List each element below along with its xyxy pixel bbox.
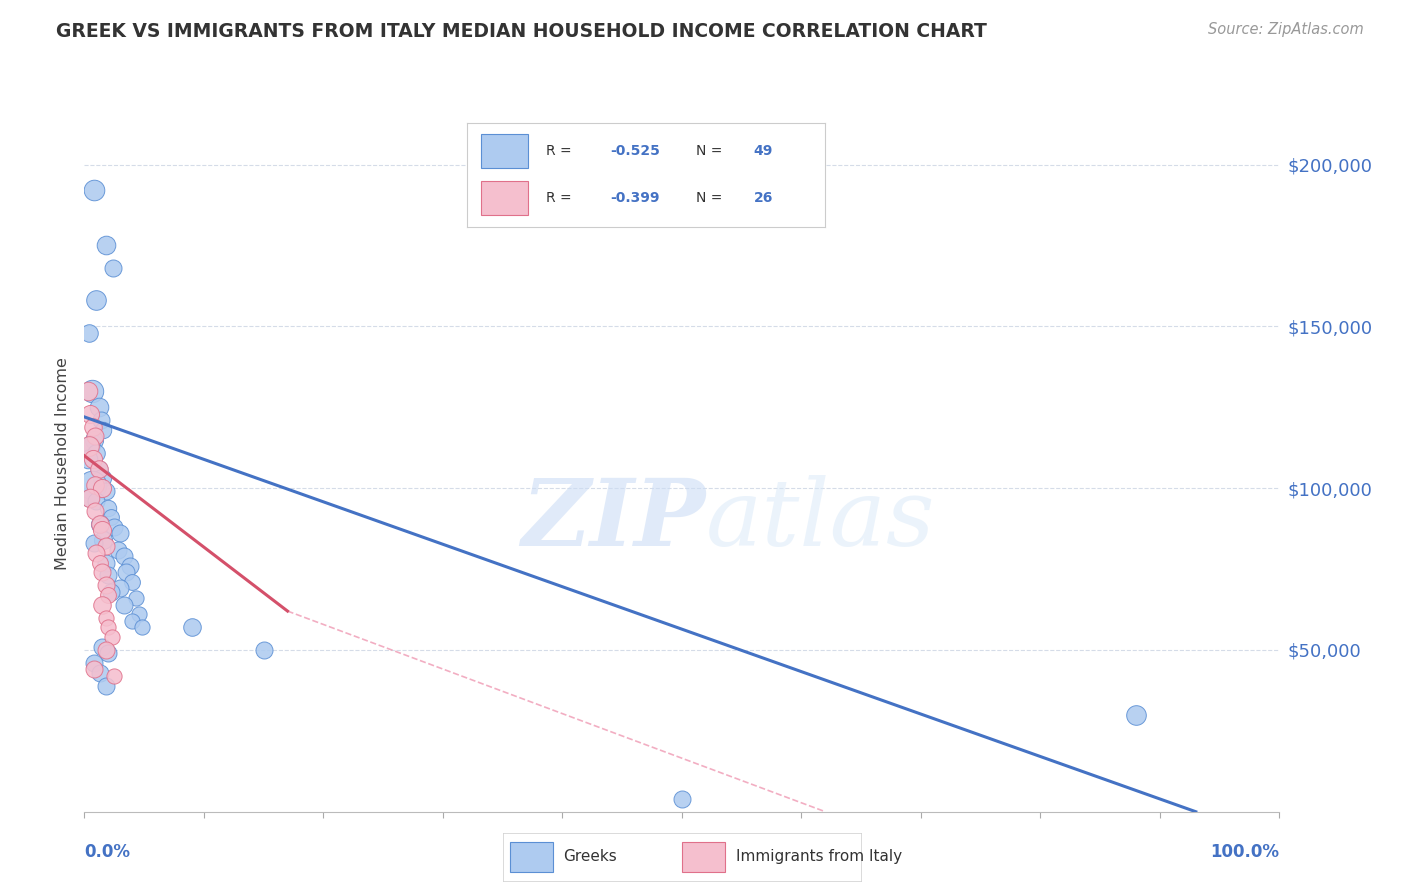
- Point: [91, 640, 114, 654]
- Point: [79, 439, 101, 453]
- Point: [97, 500, 120, 515]
- Point: [1125, 707, 1147, 722]
- Text: 100.0%: 100.0%: [1211, 843, 1279, 861]
- Point: [93, 423, 115, 437]
- Point: [128, 607, 150, 622]
- Point: [86, 546, 108, 560]
- Point: [180, 620, 202, 634]
- Point: [121, 614, 143, 628]
- Point: [101, 630, 124, 644]
- Point: [82, 419, 104, 434]
- Point: [77, 439, 100, 453]
- Point: [94, 610, 117, 624]
- Point: [107, 542, 129, 557]
- Point: [91, 598, 114, 612]
- Point: [115, 566, 138, 580]
- Point: [94, 540, 117, 554]
- Text: atlas: atlas: [706, 475, 935, 565]
- Point: [91, 523, 114, 537]
- Point: [253, 643, 276, 657]
- Point: [79, 407, 101, 421]
- Point: [90, 413, 112, 427]
- Text: Source: ZipAtlas.com: Source: ZipAtlas.com: [1208, 22, 1364, 37]
- Point: [84, 429, 107, 443]
- Point: [89, 516, 111, 531]
- Point: [79, 491, 101, 505]
- Point: [94, 556, 117, 570]
- Point: [77, 452, 100, 467]
- Point: [97, 568, 120, 582]
- Text: ZIP: ZIP: [522, 475, 706, 565]
- Point: [91, 471, 114, 485]
- Point: [91, 481, 114, 495]
- Text: GREEK VS IMMIGRANTS FROM ITALY MEDIAN HOUSEHOLD INCOME CORRELATION CHART: GREEK VS IMMIGRANTS FROM ITALY MEDIAN HO…: [56, 22, 987, 41]
- Point: [83, 183, 105, 197]
- Point: [93, 533, 115, 547]
- Point: [79, 491, 101, 505]
- Point: [125, 591, 148, 606]
- Point: [89, 556, 111, 570]
- Point: [77, 384, 100, 398]
- Point: [97, 646, 120, 660]
- Point: [86, 494, 108, 508]
- Point: [86, 445, 108, 459]
- Point: [77, 326, 100, 340]
- Point: [87, 461, 110, 475]
- Point: [103, 669, 125, 683]
- Point: [97, 588, 120, 602]
- Point: [101, 261, 124, 276]
- Point: [91, 566, 114, 580]
- Point: [112, 549, 135, 563]
- Y-axis label: Median Household Income: Median Household Income: [55, 358, 70, 570]
- Point: [87, 401, 110, 415]
- Point: [100, 584, 122, 599]
- Point: [671, 791, 693, 805]
- Point: [94, 578, 117, 592]
- Point: [94, 238, 117, 252]
- Point: [84, 478, 107, 492]
- Point: [94, 484, 117, 499]
- Point: [83, 536, 105, 550]
- Point: [83, 433, 105, 447]
- Point: [80, 478, 103, 492]
- Point: [89, 665, 111, 680]
- Point: [110, 582, 132, 596]
- Point: [100, 510, 122, 524]
- Point: [110, 526, 132, 541]
- Point: [118, 558, 141, 573]
- Point: [94, 679, 117, 693]
- Point: [80, 384, 103, 398]
- Point: [83, 662, 105, 676]
- Point: [89, 516, 111, 531]
- Point: [83, 656, 105, 670]
- Point: [97, 620, 120, 634]
- Point: [103, 520, 125, 534]
- Point: [84, 504, 107, 518]
- Point: [112, 598, 135, 612]
- Point: [131, 620, 153, 634]
- Text: 0.0%: 0.0%: [84, 843, 131, 861]
- Point: [86, 293, 108, 308]
- Point: [82, 452, 104, 467]
- Point: [87, 461, 110, 475]
- Point: [94, 643, 117, 657]
- Point: [121, 574, 143, 589]
